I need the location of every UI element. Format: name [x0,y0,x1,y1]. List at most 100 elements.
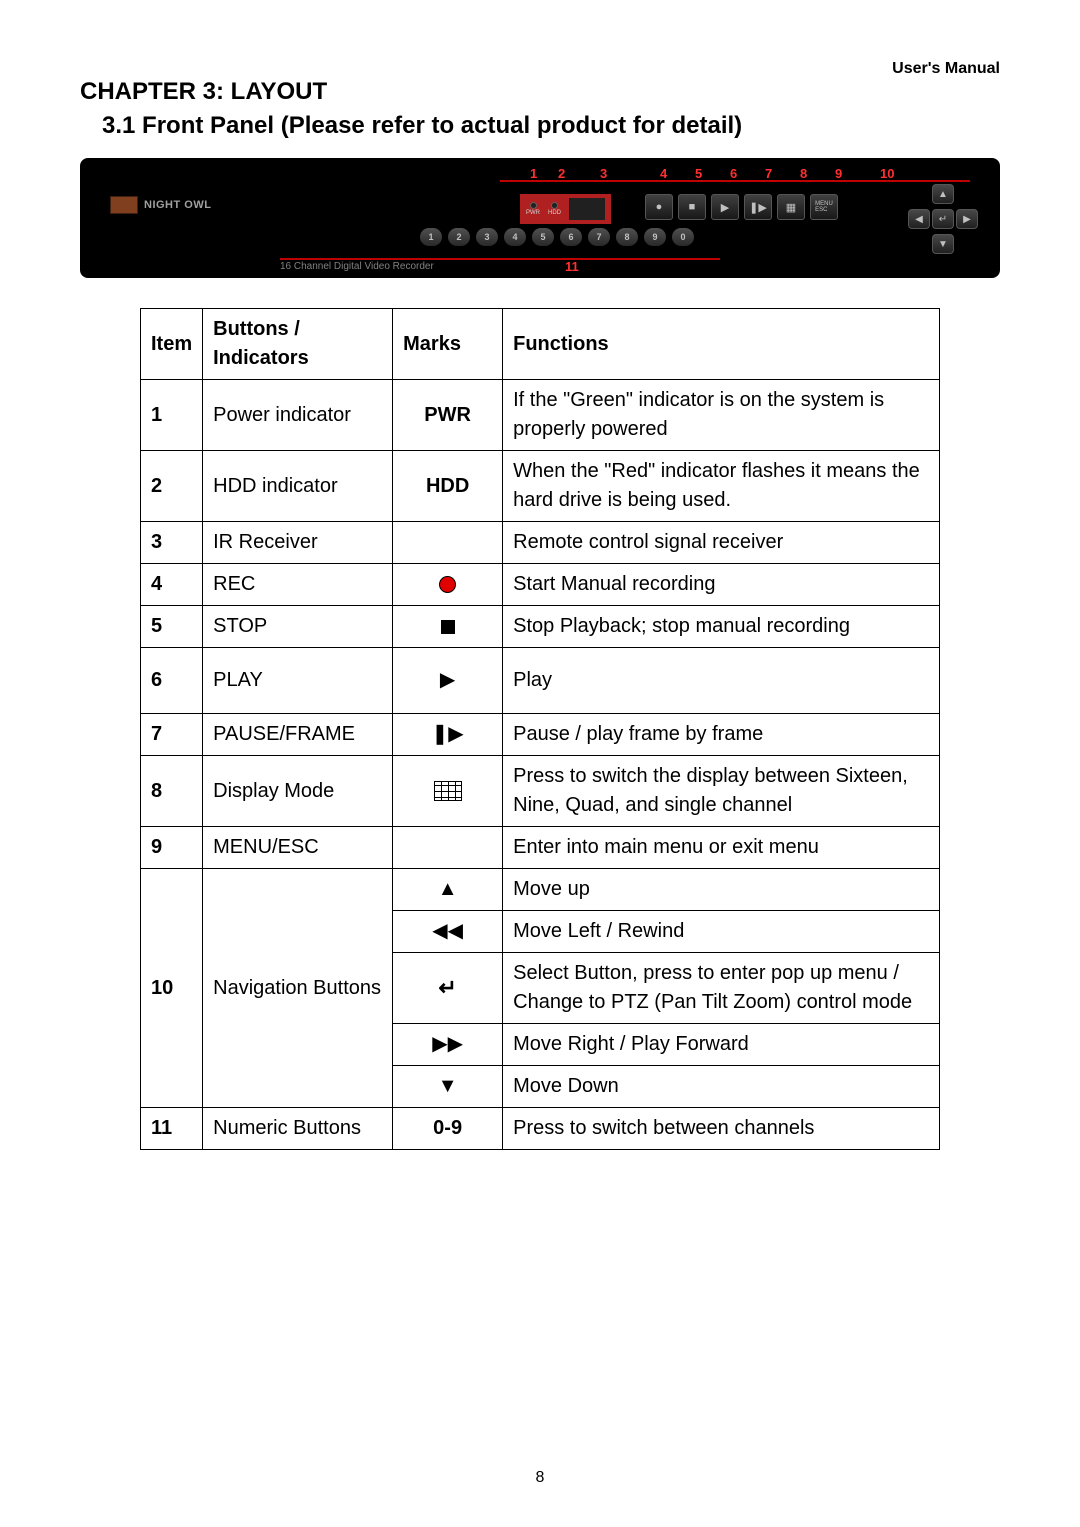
cell-item: 7 [141,714,203,756]
numeric-button[interactable]: 5 [532,228,554,246]
cell-item: 8 [141,756,203,827]
numeric-button[interactable]: 3 [476,228,498,246]
device-model-label: 16 Channel Digital Video Recorder [280,261,434,272]
cell-function: Remote control signal receiver [503,522,940,564]
numeric-button[interactable]: 6 [560,228,582,246]
cell-buttons: IR Receiver [203,522,393,564]
cell-function: Move Down [503,1066,940,1108]
cell-function: Pause / play frame by frame [503,714,940,756]
numeric-button[interactable]: 9 [644,228,666,246]
nav-right-button[interactable]: ▶ [956,209,978,229]
table-row: 11 Numeric Buttons 0-9 Press to switch b… [141,1108,940,1150]
front-panel-box: 1 2 3 4 5 6 7 8 9 10 11 NIGHT OWL 16 Cha… [80,158,1000,278]
cell-item: 3 [141,522,203,564]
cell-item: 2 [141,451,203,522]
display-mode-button[interactable]: ▦ [777,194,805,220]
cell-function: Select Button, press to enter pop up men… [503,953,940,1024]
table-row: 2 HDD indicator HDD When the "Red" indic… [141,451,940,522]
table-row: 4 REC Start Manual recording [141,564,940,606]
callout-6: 6 [730,166,737,181]
cell-buttons: PAUSE/FRAME [203,714,393,756]
cell-function: Press to switch the display between Sixt… [503,756,940,827]
nav-left-button[interactable]: ◀ [908,209,930,229]
callout-4: 4 [660,166,667,181]
cell-marks: ◀◀ [393,911,503,953]
nav-up-button[interactable]: ▲ [932,184,954,204]
cell-marks: ▲ [393,869,503,911]
cell-buttons: MENU/ESC [203,827,393,869]
callout-11: 11 [565,259,579,274]
table-row: 6 PLAY ▶ Play [141,648,940,714]
callout-line-bottom [280,258,720,260]
callout-2: 2 [558,166,565,181]
cell-function: Stop Playback; stop manual recording [503,606,940,648]
cell-marks: ▶▶ [393,1024,503,1066]
page-number: 8 [0,1469,1080,1487]
cell-marks [393,606,503,648]
hdd-indicator: HDD [548,202,561,216]
callout-9: 9 [835,166,842,181]
cell-item: 9 [141,827,203,869]
logo-text: NIGHT OWL [144,199,211,211]
numeric-button[interactable]: 8 [616,228,638,246]
callout-3: 3 [600,166,607,181]
table-row: 9 MENU/ESC Enter into main menu or exit … [141,827,940,869]
cell-marks: ❚▶ [393,714,503,756]
front-panel-figure: 1 2 3 4 5 6 7 8 9 10 11 NIGHT OWL 16 Cha… [80,158,1000,278]
menu-esc-button[interactable]: MENUESC [810,194,838,220]
stop-button[interactable]: ■ [678,194,706,220]
cell-function: Move Left / Rewind [503,911,940,953]
cell-buttons: STOP [203,606,393,648]
cell-item: 10 [141,869,203,1108]
cell-function: Move Right / Play Forward [503,1024,940,1066]
play-button[interactable]: ▶ [711,194,739,220]
brand-logo: NIGHT OWL [110,196,211,214]
cell-marks: ▶ [393,648,503,714]
th-item: Item [141,309,203,380]
cell-item: 5 [141,606,203,648]
cell-marks: ↵ [393,953,503,1024]
callout-1: 1 [530,166,537,181]
rec-button[interactable]: ● [645,194,673,220]
numeric-button[interactable]: 0 [672,228,694,246]
cell-buttons: REC [203,564,393,606]
cell-function: Press to switch between channels [503,1108,940,1150]
cell-buttons: Power indicator [203,380,393,451]
cell-buttons: Display Mode [203,756,393,827]
rec-circle-icon [439,576,456,593]
numeric-button[interactable]: 1 [420,228,442,246]
table-row: 3 IR Receiver Remote control signal rece… [141,522,940,564]
table-header-row: Item Buttons / Indicators Marks Function… [141,309,940,380]
section-title: 3.1 Front Panel (Please refer to actual … [102,112,1000,140]
cell-item: 11 [141,1108,203,1150]
numeric-button[interactable]: 7 [588,228,610,246]
logo-icon [110,196,138,214]
cell-item: 1 [141,380,203,451]
cell-marks [393,564,503,606]
manual-header-label: User's Manual [892,60,1000,78]
numeric-button-strip: 1 2 3 4 5 6 7 8 9 0 [420,228,694,246]
callout-7: 7 [765,166,772,181]
cell-function: Move up [503,869,940,911]
numeric-button[interactable]: 4 [504,228,526,246]
pwr-indicator: PWR [526,202,540,216]
pause-button[interactable]: ❚▶ [744,194,772,220]
th-buttons: Buttons / Indicators [203,309,393,380]
numeric-button[interactable]: 2 [448,228,470,246]
cell-function: If the "Green" indicator is on the syste… [503,380,940,451]
th-marks: Marks [393,309,503,380]
function-button-strip: ● ■ ▶ ❚▶ ▦ MENUESC [645,194,838,220]
cell-marks [393,522,503,564]
table-row: 8 Display Mode Press to switch the displ… [141,756,940,827]
table-row: 10 Navigation Buttons ▲ Move up [141,869,940,911]
cell-marks [393,756,503,827]
cell-function: Play [503,648,940,714]
nav-select-button[interactable]: ↵ [932,209,954,229]
nav-down-button[interactable]: ▼ [932,234,954,254]
callout-10: 10 [880,166,894,181]
callout-5: 5 [695,166,702,181]
cell-buttons: HDD indicator [203,451,393,522]
cell-marks: HDD [393,451,503,522]
cell-marks [393,827,503,869]
front-panel-spec-table: Item Buttons / Indicators Marks Function… [140,308,940,1150]
